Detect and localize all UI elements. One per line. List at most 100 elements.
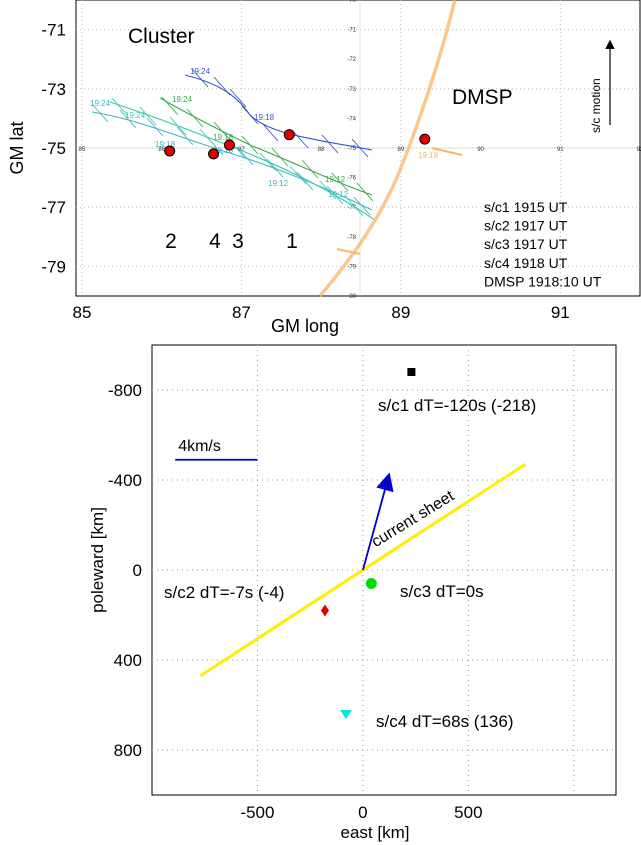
x-tick-label: 85 [73,303,92,322]
timing-legend: s/c1 1915 UT s/c2 1917 UT s/c3 1917 UT s/c4… [484,199,602,289]
legend-line: s/c2 1917 UT [484,218,568,234]
inner-lat-tick: -78 [347,235,356,241]
track-hatch [321,134,339,154]
cluster-footprint-tracks: 19:24 19:24 19:24 19:24 19:18 19:18 19:18 19:18… [90,67,439,221]
track-hatch [119,109,137,129]
track-hatch [191,68,209,88]
track-time-label: 19:12 [268,179,289,188]
y-tick-label: -400 [108,471,142,490]
y-tick-label: -73 [41,80,66,99]
track-hatch [186,108,204,128]
track-hatch [111,97,129,117]
track-hatch [356,182,374,202]
bottom-points: s/c1 dT=-120s (-218) s/c2 dT=-7s (-4) s/c3… [164,368,536,731]
spacecraft-number: 1 [286,230,298,253]
spacecraft-number: 2 [165,230,177,253]
track-hatch [241,105,259,125]
y-tick-label: 400 [114,651,142,670]
footprint-point [208,148,220,160]
inner-long-tick: 91 [557,147,564,153]
track-hatch [241,135,259,155]
track-time-label: 19:12 [328,190,349,199]
inner-long-tick: 89 [398,147,405,153]
y-tick-label: 0 [133,561,142,580]
sc4-marker [340,710,353,719]
track-hatch [266,158,284,178]
track-time-label: 19:12 [325,175,346,184]
scale-bar-label: 4km/s [178,438,221,455]
track-hatch [213,76,231,96]
legend-line: DMSP 1918:10 UT [484,273,602,289]
point-label: s/c4 dT=68s (136) [376,712,514,731]
footprint-point [164,145,176,157]
point-label: s/c2 dT=-7s (-4) [164,583,284,602]
y-tick-label: 800 [114,741,142,760]
x-tick-label: 87 [232,303,251,322]
track-hatch [346,197,364,217]
dmsp-hatch [431,147,463,156]
sc2-marker [320,604,329,617]
top-footprint-points [164,129,431,160]
inner-longitude-ticks: 85 86 87 88 89 90 91 92 [79,147,641,153]
inner-lat-tick: -70 [347,0,356,4]
inner-lat-tick: -75 [347,146,356,152]
footprint-point [419,133,431,145]
inner-long-tick: 87 [238,147,245,153]
track-hatch [199,128,217,148]
track-hatch [353,196,371,216]
y-tick-label: -800 [108,381,142,400]
x-tick-label: 0 [358,803,367,822]
spacecraft-number: 4 [209,230,221,253]
track-time-label: 19:18 [254,113,275,122]
x-tick-label: 91 [551,303,570,322]
motion-label: s/c motion [589,78,603,133]
velocity-arrow [362,472,394,571]
inner-lat-tick: -74 [347,116,356,122]
track-hatch [331,172,349,192]
track-hatches [91,68,374,217]
inner-lat-tick: -79 [347,264,356,270]
track-hatch [91,103,109,123]
y-tick-label: -75 [41,139,66,158]
track-hatch [261,122,279,142]
dmsp-hatch [336,248,361,255]
track-hatch [161,96,179,116]
inner-long-tick: 92 [637,147,641,153]
point-label: s/c1 dT=-120s (-218) [378,396,536,415]
x-tick-label: 89 [391,303,410,322]
track-time-label: 19:18 [418,151,439,160]
track-hatch [301,159,319,179]
track-hatch [296,171,314,191]
bottom-y-axis-label: poleward [km] [88,507,107,613]
track-time-label: 19:24 [90,99,111,108]
track-hatch [326,185,344,205]
legend-line: s/c4 1918 UT [484,255,568,271]
top-x-axis-label: GM long [271,316,339,336]
track-hatch [259,152,277,172]
footprint-point [223,139,235,151]
dmsp-label: DMSP [452,86,513,109]
track-hatch [146,117,164,137]
point-label: s/c3 dT=0s [400,582,484,601]
track-blue [184,74,373,151]
legend-line: s/c3 1917 UT [484,236,568,252]
track-time-label: 19:18 [213,146,234,155]
footprint-point [283,129,295,141]
bottom-plot-panel: current sheet 4km/s s/c1 dT=-120s (-218)… [151,344,617,796]
track-hatch [319,180,337,200]
inner-latitude-ticks: -70 -71 -72 -73 -74 -75 -76 -77 -78 -79 -80 [347,0,356,300]
spacecraft-number: 3 [232,230,244,253]
track-hatch [291,129,309,149]
bottom-plot-frame [151,344,617,796]
track-time-label: 19:24 [172,95,193,104]
inner-lat-tick: -77 [347,205,356,211]
track-time-label: 19:24 [125,111,146,120]
top-axes: 85 87 89 91 -71 -73 -75 -77 -79 [41,21,569,322]
top-y-axis-label: GM lat [7,121,27,174]
bottom-x-axis-label: east [km] [341,823,410,842]
track-hatch [169,116,187,136]
track-time-label: 19:18 [155,140,176,149]
y-tick-label: -79 [41,257,66,276]
